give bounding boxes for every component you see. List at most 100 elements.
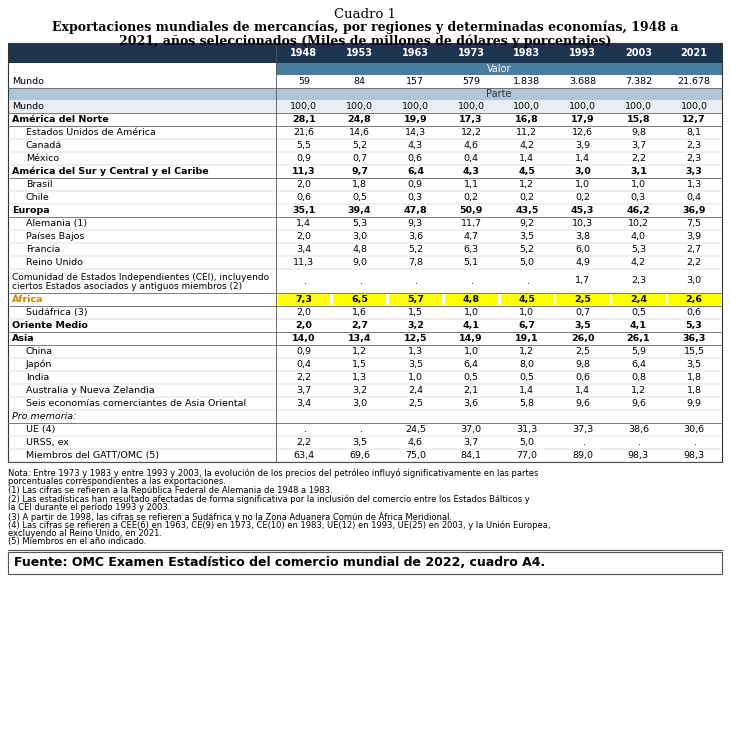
Bar xyxy=(389,294,442,305)
Text: 5,8: 5,8 xyxy=(519,399,534,408)
Text: 100,0: 100,0 xyxy=(458,102,485,111)
Text: 1,5: 1,5 xyxy=(352,360,367,369)
Bar xyxy=(8,384,722,397)
Text: 4,3: 4,3 xyxy=(408,141,423,150)
Text: Pro memoria:: Pro memoria: xyxy=(12,412,77,421)
Bar xyxy=(556,294,609,305)
Bar xyxy=(8,165,722,178)
Bar xyxy=(8,306,722,319)
Text: 1,0: 1,0 xyxy=(631,180,646,189)
Text: 1.838: 1.838 xyxy=(513,77,540,86)
Text: 5,2: 5,2 xyxy=(519,245,534,254)
Text: (1) Las cifras se refieren a la República Federal de Alemania de 1948 a 1983.: (1) Las cifras se refieren a la Repúblic… xyxy=(8,486,333,495)
Text: 0,4: 0,4 xyxy=(687,193,702,202)
Text: 157: 157 xyxy=(407,77,424,86)
Text: 0,7: 0,7 xyxy=(575,308,590,317)
Bar xyxy=(8,230,722,243)
Text: 14,0: 14,0 xyxy=(292,334,315,343)
Text: 0,5: 0,5 xyxy=(519,373,534,382)
Text: Sudáfrica (3): Sudáfrica (3) xyxy=(26,308,88,317)
Text: 5,0: 5,0 xyxy=(519,258,534,267)
Text: 1948: 1948 xyxy=(291,48,318,58)
Text: 1,8: 1,8 xyxy=(352,180,367,189)
Text: 0,2: 0,2 xyxy=(519,193,534,202)
Text: 6,4: 6,4 xyxy=(464,360,479,369)
Text: 100,0: 100,0 xyxy=(346,102,373,111)
Text: 15,5: 15,5 xyxy=(683,347,704,356)
Text: 3,5: 3,5 xyxy=(408,360,423,369)
Bar xyxy=(668,294,721,305)
Bar xyxy=(8,449,722,462)
Text: URSS, ex: URSS, ex xyxy=(26,438,69,447)
Bar xyxy=(8,178,722,191)
Text: .: . xyxy=(691,438,697,447)
Text: 9,8: 9,8 xyxy=(575,360,590,369)
Text: 2,3: 2,3 xyxy=(686,154,702,163)
Text: Canadá: Canadá xyxy=(26,141,62,150)
Text: 89,0: 89,0 xyxy=(572,451,593,460)
Text: 17,9: 17,9 xyxy=(571,115,594,124)
Text: 2,5: 2,5 xyxy=(575,347,590,356)
Text: 43,5: 43,5 xyxy=(515,206,539,215)
Text: 11,3: 11,3 xyxy=(292,167,315,176)
Text: Valor: Valor xyxy=(487,64,511,74)
Bar xyxy=(8,397,722,410)
Bar xyxy=(8,75,722,88)
Text: 0,9: 0,9 xyxy=(296,154,312,163)
Text: 2,2: 2,2 xyxy=(631,154,646,163)
Text: Cuadro 1: Cuadro 1 xyxy=(334,8,396,21)
Text: 1,4: 1,4 xyxy=(575,154,590,163)
Text: 31,3: 31,3 xyxy=(516,425,537,434)
Text: 2,0: 2,0 xyxy=(296,232,312,241)
Text: 26,1: 26,1 xyxy=(626,334,650,343)
Bar xyxy=(8,423,722,436)
Text: América del Sur y Central y el Caribe: América del Sur y Central y el Caribe xyxy=(12,167,209,176)
Text: 0,7: 0,7 xyxy=(352,154,367,163)
Text: Parte: Parte xyxy=(486,89,512,99)
Text: 0,3: 0,3 xyxy=(408,193,423,202)
Bar xyxy=(8,269,722,293)
Text: 17,3: 17,3 xyxy=(459,115,483,124)
Text: 36,9: 36,9 xyxy=(683,206,706,215)
Text: 4,8: 4,8 xyxy=(352,245,367,254)
Text: 1,0: 1,0 xyxy=(519,308,534,317)
Text: 1,3: 1,3 xyxy=(408,347,423,356)
Text: China: China xyxy=(26,347,53,356)
Text: 9,6: 9,6 xyxy=(631,399,646,408)
Text: 0,4: 0,4 xyxy=(296,360,312,369)
Text: 3,2: 3,2 xyxy=(407,321,424,330)
Text: Alemania (1): Alemania (1) xyxy=(26,219,87,228)
Text: Fuente: OMC Examen Estadístico del comercio mundial de 2022, cuadro A4.: Fuente: OMC Examen Estadístico del comer… xyxy=(14,556,545,569)
Text: 3,5: 3,5 xyxy=(352,438,367,447)
Text: 21,6: 21,6 xyxy=(293,128,315,137)
Bar xyxy=(8,371,722,384)
Bar xyxy=(8,191,722,204)
Text: 39,4: 39,4 xyxy=(348,206,372,215)
Text: 0,6: 0,6 xyxy=(687,308,702,317)
Text: 100,0: 100,0 xyxy=(569,102,596,111)
Text: 0,4: 0,4 xyxy=(464,154,479,163)
Text: 100,0: 100,0 xyxy=(513,102,540,111)
Text: 5,1: 5,1 xyxy=(464,258,479,267)
Text: 7,8: 7,8 xyxy=(408,258,423,267)
Text: 1,5: 1,5 xyxy=(408,308,423,317)
Text: 4,5: 4,5 xyxy=(518,295,535,304)
Text: Australia y Nueva Zelandia: Australia y Nueva Zelandia xyxy=(26,386,155,395)
Text: .: . xyxy=(412,277,418,286)
Text: 5,7: 5,7 xyxy=(407,295,424,304)
Text: 2021, años seleccionados (Miles de millones de dólares y porcentajes): 2021, años seleccionados (Miles de millo… xyxy=(119,34,611,48)
Text: 3,3: 3,3 xyxy=(685,167,702,176)
Bar xyxy=(8,293,722,306)
Text: 1983: 1983 xyxy=(513,48,540,58)
Text: 4,2: 4,2 xyxy=(519,141,534,150)
Text: 1,8: 1,8 xyxy=(687,373,702,382)
Text: 4,0: 4,0 xyxy=(631,232,646,241)
Text: 0,5: 0,5 xyxy=(352,193,367,202)
Text: 30,6: 30,6 xyxy=(683,425,704,434)
Text: 2,2: 2,2 xyxy=(296,438,312,447)
Text: excluyendo al Reino Unido, en 2021.: excluyendo al Reino Unido, en 2021. xyxy=(8,528,162,538)
Text: 15,8: 15,8 xyxy=(626,115,650,124)
Text: 3,6: 3,6 xyxy=(464,399,479,408)
Text: 3,9: 3,9 xyxy=(686,232,702,241)
Text: 2021: 2021 xyxy=(680,48,707,58)
